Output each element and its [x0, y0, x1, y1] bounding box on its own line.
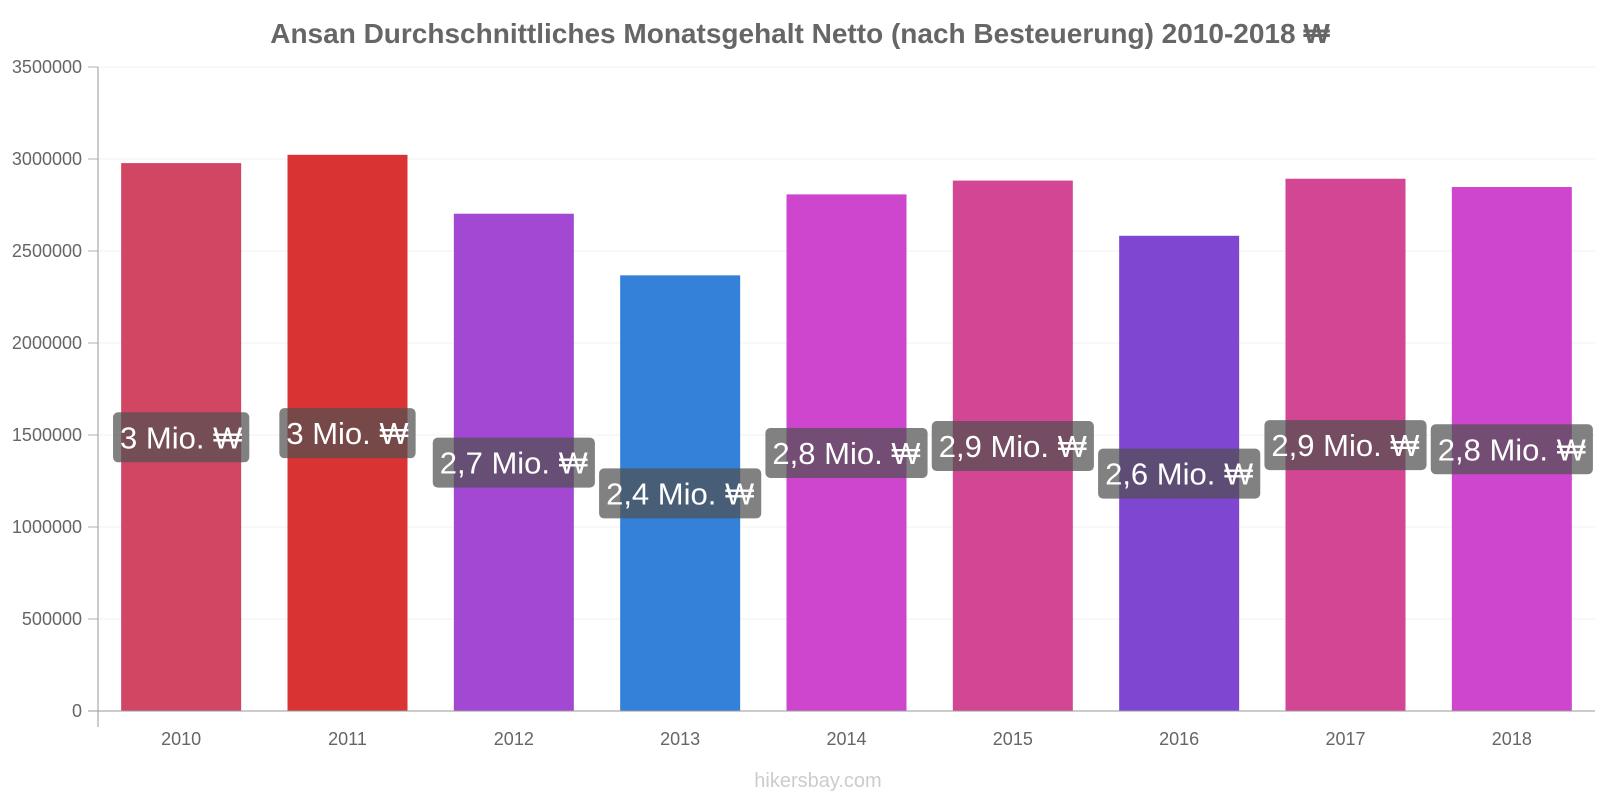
y-tick-label: 3000000 [12, 149, 82, 169]
data-label-2015: 2,9 Mio. ₩ [931, 421, 1094, 472]
data-label-2017: 2,9 Mio. ₩ [1264, 420, 1427, 471]
data-label-box [432, 437, 595, 488]
x-tick-label: 2015 [993, 729, 1033, 749]
y-tick-labels: 0 500000 1000000 1500000 2000000 2500000 30000… [12, 57, 82, 721]
y-tick-label: 2000000 [12, 333, 82, 353]
data-label-box [1264, 420, 1427, 471]
x-tick-label: 2017 [1325, 729, 1365, 749]
data-label: 2,4 Mio. ₩ [606, 476, 754, 511]
data-label: 2,7 Mio. ₩ [440, 446, 588, 481]
data-label-2011: 3 Mio. ₩ [279, 408, 416, 459]
x-tick-label: 2012 [494, 729, 534, 749]
y-tick-label: 2500000 [12, 241, 82, 261]
data-label: 2,9 Mio. ₩ [1271, 428, 1419, 463]
data-label-2010: 3 Mio. ₩ [113, 412, 250, 463]
data-label: 3 Mio. ₩ [120, 420, 242, 455]
data-label-box [931, 421, 1094, 472]
data-label-2013: 2,4 Mio. ₩ [599, 468, 762, 519]
data-label-box [279, 408, 416, 459]
credit-text: hikersbay.com [754, 770, 881, 792]
x-tick-labels: 2010 2011 2012 2013 2014 2015 2016 2017 2018 [161, 729, 1532, 749]
data-labels: 3 Mio. ₩ 3 Mio. ₩ 2,7 Mio. ₩ 2,4 Mio. ₩ 2,8 … [113, 408, 1593, 519]
x-tick-label: 2018 [1492, 729, 1532, 749]
axes [88, 67, 1595, 727]
x-tick-label: 2011 [328, 729, 367, 749]
x-tick-label: 2016 [1159, 729, 1199, 749]
data-label-2016: 2,6 Mio. ₩ [1098, 448, 1261, 499]
data-label: 2,8 Mio. ₩ [1438, 432, 1586, 467]
data-label-box [1098, 448, 1261, 499]
data-label: 3 Mio. ₩ [286, 416, 408, 451]
data-label-2014: 2,8 Mio. ₩ [765, 427, 928, 478]
x-tick-label: 2013 [660, 729, 700, 749]
data-label-box [113, 412, 250, 463]
data-label: 2,8 Mio. ₩ [772, 436, 920, 471]
x-tick-label: 2010 [161, 729, 201, 749]
x-tick-label: 2014 [826, 729, 866, 749]
data-label-box [599, 468, 762, 519]
y-tick-label: 0 [72, 701, 82, 721]
data-label: 2,9 Mio. ₩ [939, 429, 1087, 464]
y-tick-label: 3500000 [12, 57, 82, 77]
data-label: 2,6 Mio. ₩ [1105, 457, 1253, 492]
data-label-2018: 2,8 Mio. ₩ [1430, 424, 1593, 475]
data-label-2012: 2,7 Mio. ₩ [432, 437, 595, 488]
data-label-box [765, 427, 928, 478]
y-tick-label: 500000 [22, 609, 82, 629]
y-tick-label: 1000000 [12, 517, 82, 537]
data-label-box [1430, 424, 1593, 475]
chart-title: Ansan Durchschnittliches Monatsgehalt Ne… [270, 18, 1330, 49]
y-tick-label: 1500000 [12, 425, 82, 445]
